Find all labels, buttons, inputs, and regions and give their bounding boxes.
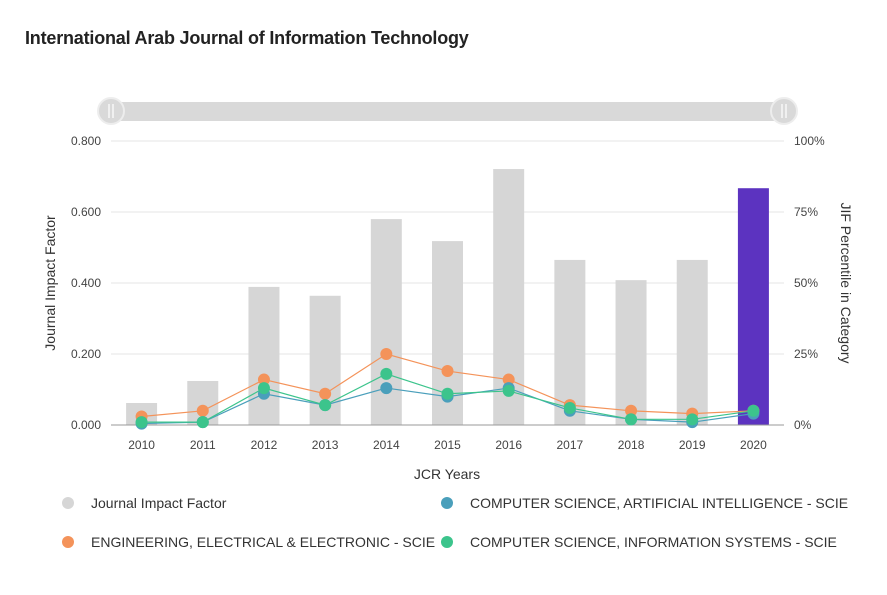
x-tick-label: 2014 (373, 438, 400, 452)
y2-tick-label: 25% (794, 347, 818, 361)
data-point-2018 (625, 413, 638, 426)
legend-label: COMPUTER SCIENCE, INFORMATION SYSTEMS - … (470, 534, 837, 550)
data-point-2015 (441, 365, 454, 378)
data-point-2018 (625, 404, 638, 417)
y-tick-label: 0.800 (71, 134, 101, 148)
bar-2020 (737, 188, 769, 425)
bar-2014 (370, 219, 402, 425)
legend-label: COMPUTER SCIENCE, ARTIFICIAL INTELLIGENC… (470, 495, 849, 511)
legend-item-eng-ee[interactable]: ENGINEERING, ELECTRICAL & ELECTRONIC - S… (62, 534, 435, 550)
bars (126, 169, 769, 425)
bar-2017 (554, 259, 586, 425)
range-slider-track[interactable] (111, 102, 784, 121)
y2-tick-label: 50% (794, 276, 818, 290)
data-point-2014 (380, 382, 393, 395)
x-tick-label: 2020 (740, 438, 767, 452)
x-tick-label: 2019 (679, 438, 706, 452)
data-point-2011 (196, 416, 209, 429)
y2-axis-title: JIF Percentile in Category (838, 202, 854, 363)
y2-tick-label: 0% (794, 418, 812, 432)
legend-label: ENGINEERING, ELECTRICAL & ELECTRONIC - S… (91, 534, 436, 550)
x-tick-label: 2017 (557, 438, 584, 452)
left-axis-ticks: 0.000 0.200 0.400 0.600 0.800 (71, 134, 101, 432)
x-tick-label: 2015 (434, 438, 461, 452)
data-point-2014 (380, 348, 393, 360)
data-point-2012 (257, 373, 270, 386)
bar-2018 (615, 280, 647, 425)
y-tick-label: 0.400 (71, 276, 101, 290)
x-axis-title: JCR Years (414, 466, 480, 482)
x-tick-label: 2012 (251, 438, 278, 452)
data-point-2012 (257, 382, 270, 395)
data-point-2015 (441, 387, 454, 400)
data-point-2014 (380, 367, 393, 380)
bar-2019 (676, 259, 708, 425)
data-point-2010 (135, 416, 148, 429)
range-end-handle[interactable] (770, 97, 798, 125)
legend-dot-icon (62, 536, 74, 548)
data-point-2019 (686, 413, 699, 426)
x-tick-label: 2016 (495, 438, 522, 452)
bar-2012 (248, 286, 280, 425)
legend-dot-icon (62, 497, 74, 509)
x-tick-label: 2011 (190, 438, 216, 452)
y2-tick-label: 100% (794, 134, 825, 148)
data-point-2017 (563, 401, 576, 414)
chart-title: International Arab Journal of Informatio… (25, 28, 469, 48)
series-lines (135, 348, 760, 430)
legend-item-cs-ai[interactable]: COMPUTER SCIENCE, ARTIFICIAL INTELLIGENC… (441, 495, 848, 511)
x-tick-label: 2018 (618, 438, 645, 452)
right-axis-ticks: 0% 25% 50% 75% 100% (794, 134, 825, 432)
data-point-2016 (502, 373, 515, 386)
data-point-2016 (502, 384, 515, 397)
y-tick-label: 0.200 (71, 347, 101, 361)
data-point-2013 (319, 387, 332, 400)
data-point-2013 (319, 399, 332, 412)
y-axis-title: Journal Impact Factor (42, 215, 58, 351)
range-slider[interactable] (97, 97, 798, 125)
legend-item-cs-is[interactable]: COMPUTER SCIENCE, INFORMATION SYSTEMS - … (441, 534, 837, 550)
y-tick-label: 0.000 (71, 418, 101, 432)
y2-tick-label: 75% (794, 205, 818, 219)
x-tick-label: 2010 (128, 438, 155, 452)
legend-item-jif[interactable]: Journal Impact Factor (62, 495, 226, 511)
legend-dot-icon (441, 497, 453, 509)
data-point-2011 (196, 404, 209, 417)
x-axis-ticks: 2010 2011 2012 2013 2014 2015 2016 2017 2018 2019… (128, 438, 767, 452)
legend-label: Journal Impact Factor (91, 495, 227, 511)
y-tick-label: 0.600 (71, 205, 101, 219)
legend-dot-icon (441, 536, 453, 548)
range-start-handle[interactable] (97, 97, 125, 125)
x-tick-label: 2013 (312, 438, 339, 452)
data-point-2020 (747, 404, 760, 417)
